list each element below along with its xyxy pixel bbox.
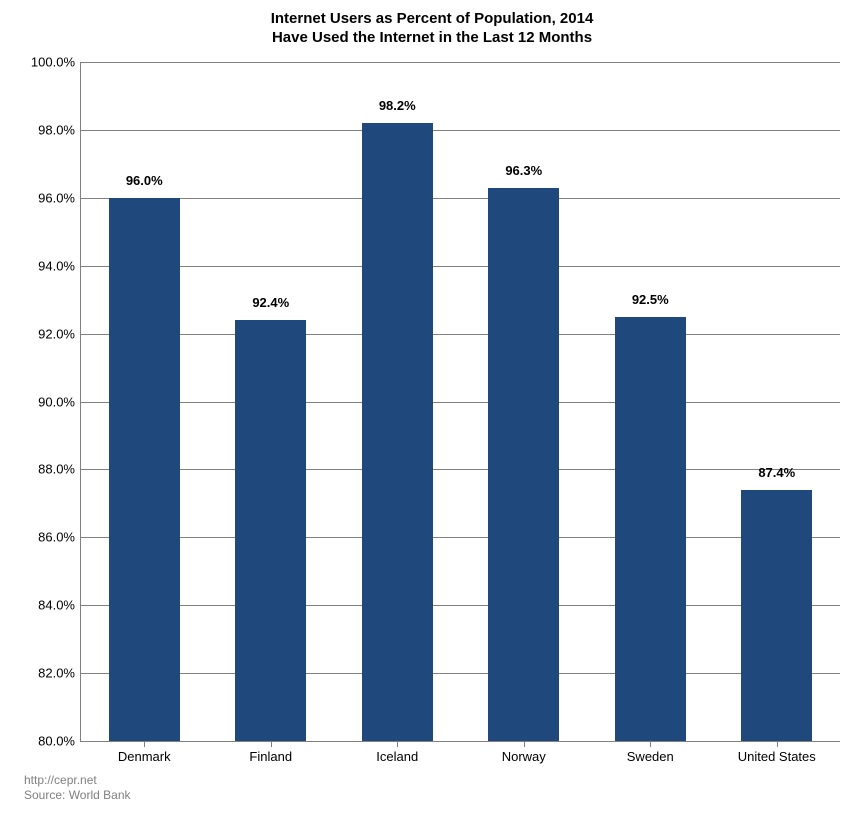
title-line-2: Have Used the Internet in the Last 12 Mo…: [0, 29, 864, 48]
x-axis-label: Sweden: [627, 749, 674, 764]
y-axis-label: 80.0%: [38, 734, 75, 749]
bar-value-label: 92.4%: [252, 295, 289, 310]
gridline: [81, 266, 840, 267]
plot-area: 80.0%82.0%84.0%86.0%88.0%90.0%92.0%94.0%…: [80, 62, 840, 742]
y-axis-label: 86.0%: [38, 530, 75, 545]
source-text: Source: World Bank: [24, 788, 131, 804]
y-axis-label: 88.0%: [38, 462, 75, 477]
chart-container: Internet Users as Percent of Population,…: [0, 0, 864, 814]
gridline: [81, 62, 840, 63]
y-axis-label: 92.0%: [38, 326, 75, 341]
y-axis-label: 98.0%: [38, 122, 75, 137]
bar-denmark: [109, 198, 180, 741]
x-axis-label: Finland: [249, 749, 292, 764]
chart-title: Internet Users as Percent of Population,…: [0, 10, 864, 48]
x-tick: [397, 741, 398, 747]
bar-iceland: [362, 123, 433, 741]
x-tick: [650, 741, 651, 747]
gridline: [81, 537, 840, 538]
gridline: [81, 334, 840, 335]
bar-value-label: 87.4%: [758, 465, 795, 480]
gridline: [81, 673, 840, 674]
y-axis-label: 94.0%: [38, 258, 75, 273]
y-axis-label: 100.0%: [31, 55, 75, 70]
title-line-1: Internet Users as Percent of Population,…: [0, 10, 864, 29]
bar-finland: [235, 320, 306, 741]
bar-sweden: [615, 317, 686, 741]
gridline: [81, 469, 840, 470]
x-axis-label: Norway: [502, 749, 546, 764]
x-tick: [524, 741, 525, 747]
y-axis-label: 82.0%: [38, 666, 75, 681]
y-axis-label: 90.0%: [38, 394, 75, 409]
x-tick: [777, 741, 778, 747]
x-axis-label: Denmark: [118, 749, 171, 764]
bar-united-states: [741, 490, 812, 741]
bar-value-label: 96.3%: [505, 163, 542, 178]
y-axis-label: 84.0%: [38, 598, 75, 613]
bar-value-label: 98.2%: [379, 98, 416, 113]
bar-value-label: 96.0%: [126, 173, 163, 188]
x-axis-label: Iceland: [376, 749, 418, 764]
gridline: [81, 198, 840, 199]
bar-norway: [488, 188, 559, 741]
x-tick: [271, 741, 272, 747]
y-axis-label: 96.0%: [38, 190, 75, 205]
x-axis-label: United States: [738, 749, 816, 764]
source-block: http://cepr.net Source: World Bank: [24, 773, 131, 804]
gridline: [81, 402, 840, 403]
bar-value-label: 92.5%: [632, 292, 669, 307]
gridline: [81, 605, 840, 606]
x-tick: [144, 741, 145, 747]
gridline: [81, 130, 840, 131]
source-url: http://cepr.net: [24, 773, 131, 789]
